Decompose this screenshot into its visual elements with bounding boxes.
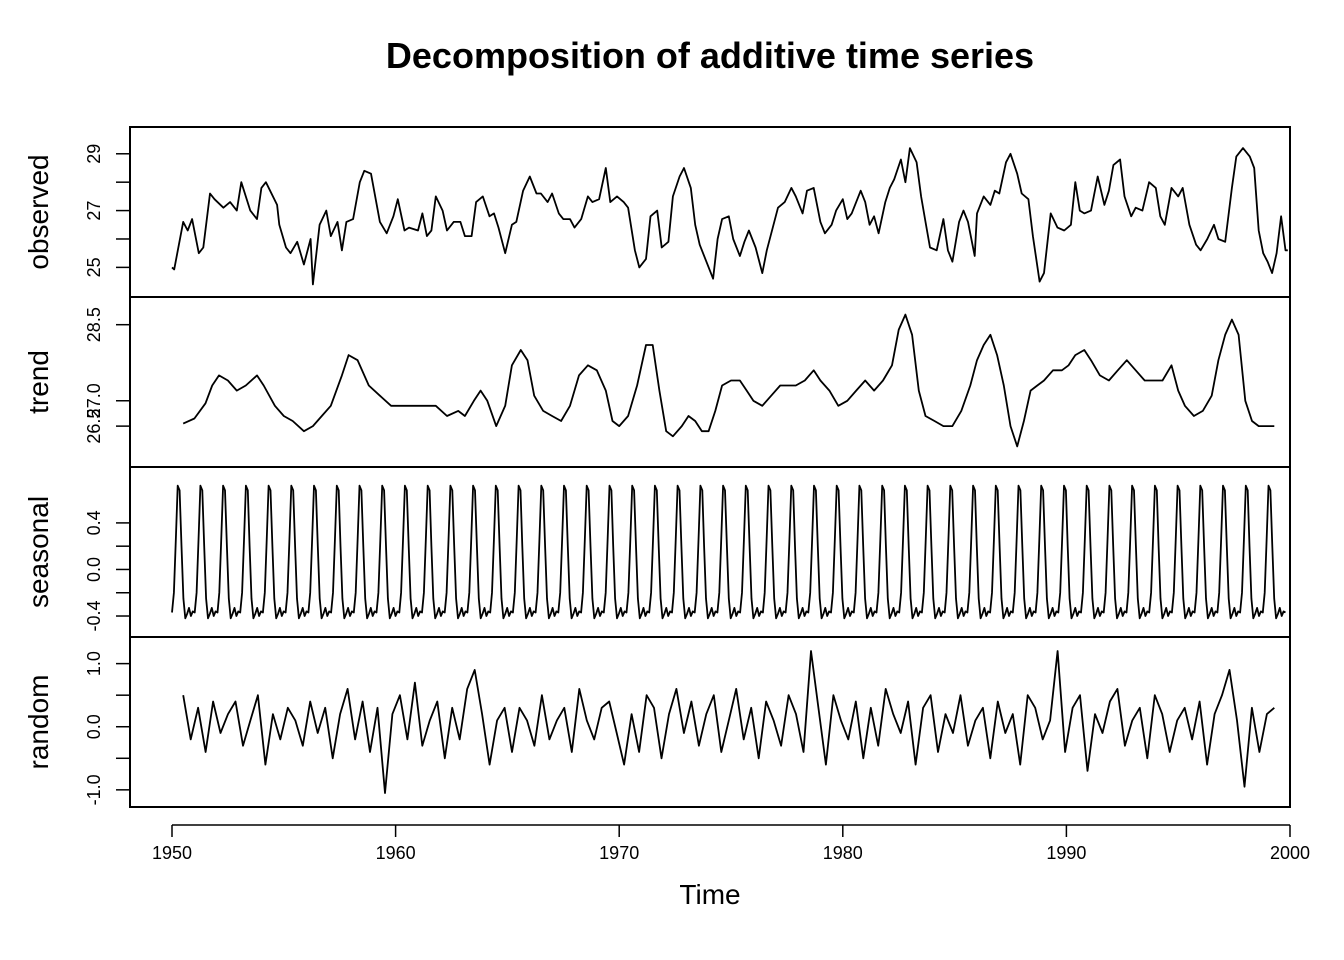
panels-group: 25 27 29 observed 26.527.0 28.5 trend -0.4 0.0 0.…	[23, 126, 1291, 808]
panel-random: -1.0 0.0 1.0 random	[23, 636, 1291, 808]
random-y-tick-label: 1.0	[84, 651, 104, 676]
trend-y-tick-label: 28.5	[84, 307, 104, 342]
trend-frame	[129, 296, 1291, 468]
random-panel-label: random	[23, 675, 54, 770]
observed-y-tick-label: 29	[84, 144, 104, 164]
seasonal-y-tick-label: -0.4	[84, 601, 104, 632]
random-series-line	[182, 650, 1275, 794]
panel-seasonal: -0.4 0.0 0.4 seasonal	[23, 466, 1291, 638]
seasonal-y-tick-label: 0.4	[84, 510, 104, 535]
x-tick-label: 1960	[376, 843, 416, 863]
seasonal-panel-label: seasonal	[23, 496, 54, 608]
x-tick-label: 1980	[823, 843, 863, 863]
x-tick-label: 2000	[1270, 843, 1310, 863]
observed-panel-label: observed	[23, 154, 54, 269]
trend-y-tick-label: 27.0	[84, 383, 104, 418]
trend-panel-label: trend	[23, 350, 54, 414]
trend-series-line	[182, 313, 1275, 448]
x-axis-label: Time	[679, 879, 740, 910]
seasonal-y-tick-label: 0.0	[84, 557, 104, 582]
observed-y-tick-label: 27	[84, 201, 104, 221]
seasonal-series-line	[171, 484, 1286, 620]
observed-y-tick-label: 25	[84, 257, 104, 277]
random-y-tick-label: 0.0	[84, 714, 104, 739]
x-tick-label: 1990	[1046, 843, 1086, 863]
random-frame	[129, 636, 1291, 808]
random-y-tick-label: -1.0	[84, 774, 104, 805]
x-axis: 1950 1960 1970 1980 1990 2000	[152, 824, 1310, 863]
panel-trend: 26.527.0 28.5 trend	[23, 296, 1291, 468]
trend-y-tick-label: 26.5	[84, 409, 104, 444]
chart-title: Decomposition of additive time series	[386, 35, 1034, 76]
panel-observed: 25 27 29 observed	[23, 126, 1291, 298]
x-tick-label: 1950	[152, 843, 192, 863]
x-tick-label: 1970	[599, 843, 639, 863]
observed-series-line	[171, 147, 1288, 286]
